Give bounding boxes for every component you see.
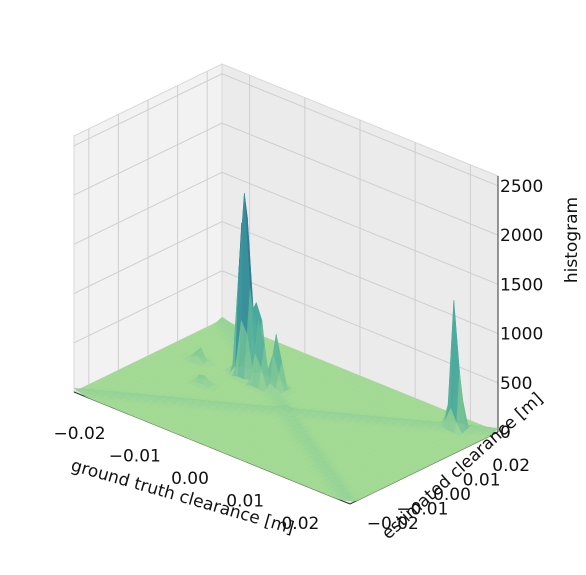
x-tick-label: 0.02 [281,514,319,534]
z-tick-label: 1000 [500,325,543,345]
surface-mesh [73,193,499,502]
z-tick-label: 500 [500,374,532,394]
surface-cell [343,496,354,502]
z-tick-label: 2500 [500,177,543,197]
z-gridline [73,171,499,285]
z-gridline [73,220,499,334]
y-tick-label: 0.00 [433,485,471,505]
y-tick-label: 0.01 [463,471,501,491]
x-tick-label: 0.00 [171,469,209,489]
y-tick-label: −0.01 [396,499,448,519]
z-tick-label: 1500 [500,275,543,295]
z-axis-label: histogram [562,197,582,283]
x-tick-label: −0.02 [54,424,106,444]
tick-labels: −0.02−0.010.000.010.02 −0.02−0.010.000.01… [54,177,544,534]
z-gridline [73,73,499,187]
x-tick-label: −0.01 [109,447,161,467]
z-tick-label: 0 [500,423,511,443]
y-tick-label: 0.02 [492,456,530,476]
z-gridline [73,270,499,384]
y-tick-label: −0.02 [367,514,419,534]
x-tick-label: 0.01 [226,491,264,511]
z-tick-label: 2000 [500,226,543,246]
z-gridline [73,122,499,236]
